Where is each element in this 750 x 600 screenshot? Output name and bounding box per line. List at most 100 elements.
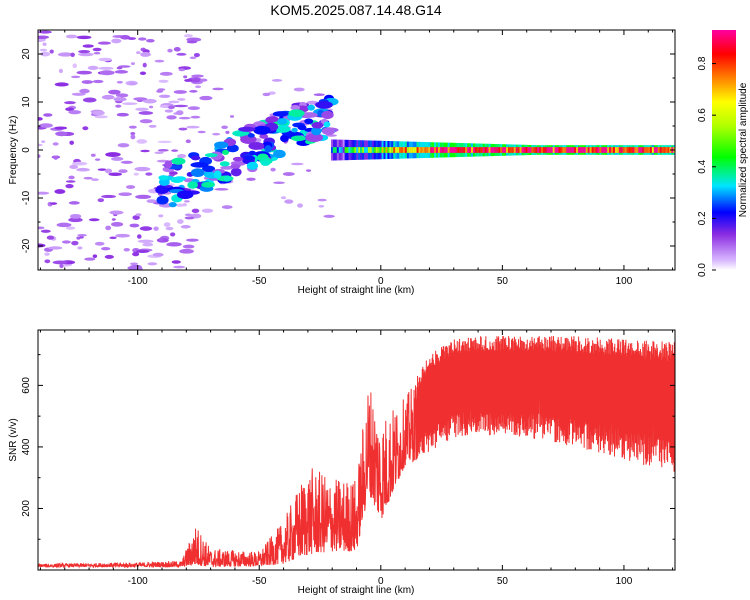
spectrogram-cell (611, 147, 614, 153)
spectrogram-cell (626, 147, 630, 153)
spectrogram-cell (247, 133, 255, 138)
spectrogram-cell (601, 147, 604, 153)
spectrogram-cell (595, 147, 599, 153)
spectrogram-cell (310, 126, 322, 136)
spectrogram-cell (352, 147, 355, 153)
spectrogram-cell (113, 97, 127, 102)
spectrogram-cell (142, 98, 157, 104)
spectrogram-cell (83, 176, 93, 180)
spectrogram-cell (190, 162, 209, 168)
spectrogram-cell (467, 147, 470, 153)
spectrogram-cell (41, 140, 46, 144)
spectrogram-cell (418, 147, 422, 153)
spectrogram-cell (183, 75, 188, 79)
spectrogram-cell (490, 147, 494, 153)
spectrogram-cell (451, 147, 455, 153)
spectrogram-cell (552, 147, 556, 153)
snr-xtick-label: 100 (616, 576, 633, 587)
spectrogram-cell (49, 49, 54, 54)
spectrogram-marks (38, 30, 675, 270)
chart-title: KOM5.2025.087.14.48.G14 (270, 2, 441, 18)
spectrogram-cell (511, 147, 515, 153)
spectrogram-cell (609, 147, 612, 153)
spectrogram-cell (138, 37, 147, 41)
spectrogram-cell (111, 38, 122, 44)
spectrogram-cell (195, 85, 202, 89)
spectrogram-cell (616, 147, 620, 153)
spectrogram-cell (191, 208, 200, 214)
spectrogram-cell (190, 155, 201, 161)
spectrogram-cell (342, 147, 346, 153)
spectrogram-cell (305, 133, 324, 143)
spectrogram-cell (281, 196, 287, 200)
spectrogram-cell (599, 147, 603, 153)
spectrogram-cell (199, 78, 208, 82)
spectrogram-cell (453, 147, 457, 153)
spectrogram-cell (648, 147, 651, 153)
spectrogram-cell (191, 74, 204, 78)
spectrogram-cell (167, 48, 173, 53)
spectrogram-cell (566, 147, 569, 153)
spectrogram-cell (171, 260, 181, 264)
spectrogram-cell (591, 147, 595, 153)
spectrogram-cell (338, 147, 342, 153)
spectrogram-cell (129, 262, 139, 266)
spectrogram-cell (404, 147, 408, 153)
spectrogram-cell (71, 75, 81, 79)
snr-ylabel: SNR (v/v) (8, 418, 19, 461)
colorbar-tick-label: 0.8 (697, 56, 708, 70)
spectrogram-cell (574, 147, 577, 153)
spectrogram-cell (92, 47, 102, 52)
spectrogram-cell (291, 127, 298, 133)
spectrogram-cell (115, 104, 122, 108)
spectrogram-cell (115, 233, 131, 238)
spectrogram-cell (367, 147, 371, 153)
spectrogram-cell (71, 240, 79, 246)
spectrogram-cell (424, 147, 427, 153)
spectrogram-cell (531, 147, 534, 153)
spectrogram-cell (408, 147, 412, 153)
spectrogram-cell (135, 107, 149, 111)
spectrogram-cell (87, 65, 99, 71)
spectrogram-cell (135, 194, 152, 199)
spectrogram-cell (78, 52, 94, 57)
spectrogram-cell (120, 160, 133, 164)
spectrogram-cell (164, 109, 174, 113)
spectrogram-cell (90, 153, 96, 157)
spectrogram-cell (68, 175, 75, 180)
spectrogram-cell (437, 147, 441, 153)
colorbar-tick-label: 0.4 (697, 159, 708, 173)
spectrogram-cell (550, 147, 554, 153)
spectrogram-cell (184, 216, 195, 220)
spectrogram-cell (624, 147, 628, 153)
spectrogram-cell (544, 147, 548, 153)
spectrogram-cell (482, 147, 486, 153)
spectrogram-cell (76, 35, 92, 40)
spectrogram-cell (290, 135, 306, 142)
spectrogram-xlabel: Height of straight line (km) (298, 285, 415, 296)
spectrogram-cell (315, 101, 333, 109)
colorbar-gradient (712, 30, 736, 270)
spectrogram-cell (537, 147, 540, 153)
spectrogram-cell (273, 149, 286, 159)
spectrogram-cell (147, 262, 158, 266)
spectrogram-cell (165, 226, 174, 231)
spectrogram-cell (271, 79, 283, 82)
spectrogram-cell (97, 41, 111, 45)
spectrogram-cell (82, 44, 94, 48)
spectrogram-cell (164, 160, 173, 169)
spectrogram-cell (607, 147, 610, 153)
spectrogram-cell (219, 161, 230, 167)
spectrogram-cell (273, 181, 285, 185)
spectrogram-cell (115, 93, 129, 98)
spectrogram-cell (44, 259, 51, 264)
spectrogram-cell (581, 147, 585, 153)
spectrogram-cell (173, 47, 181, 52)
spectrogram-cell (39, 123, 53, 128)
spectrogram-cell (65, 107, 75, 112)
spectrogram-cell (109, 236, 117, 240)
spectrogram-cell (321, 127, 336, 135)
spectrogram-cell (68, 201, 80, 205)
spectrogram-cell (69, 164, 79, 170)
